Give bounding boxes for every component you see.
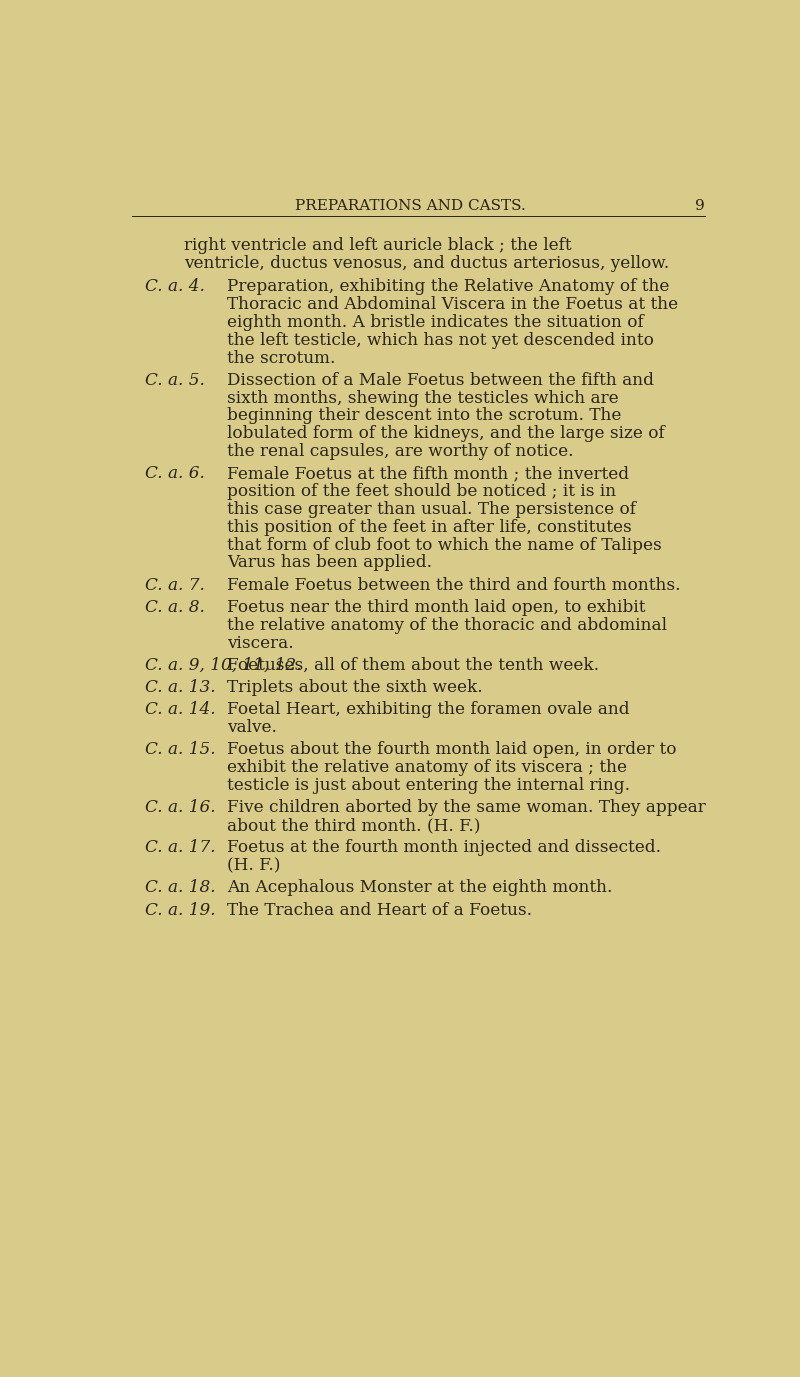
Text: Triplets about the sixth week.: Triplets about the sixth week. [227,679,483,697]
Text: Foetus about the fourth month laid open, in order to: Foetus about the fourth month laid open,… [227,741,677,759]
Text: Foetus near the third month laid open, to exhibit: Foetus near the third month laid open, t… [227,599,646,616]
Text: Foetus at the fourth month injected and dissected.: Foetus at the fourth month injected and … [227,840,662,856]
Text: this position of the feet in after life, constitutes: this position of the feet in after life,… [227,519,632,536]
Text: Foetal Heart, exhibiting the foramen ovale and: Foetal Heart, exhibiting the foramen ova… [227,701,630,719]
Text: this case greater than usual. The persistence of: this case greater than usual. The persis… [227,501,636,518]
Text: valve.: valve. [227,719,277,737]
Text: about the third month. (H. F.): about the third month. (H. F.) [227,817,481,834]
Text: the scrotum.: the scrotum. [227,350,336,366]
Text: C. a. 5.: C. a. 5. [145,372,205,388]
Text: C. a. 4.: C. a. 4. [145,278,205,295]
Text: C. a. 16.: C. a. 16. [145,799,215,817]
Text: Five children aborted by the same woman. They appear: Five children aborted by the same woman.… [227,799,706,817]
Text: An Acephalous Monster at the eighth month.: An Acephalous Monster at the eighth mont… [227,880,613,896]
Text: sixth months, shewing the testicles which are: sixth months, shewing the testicles whic… [227,390,618,406]
Text: C. a. 14.: C. a. 14. [145,701,215,719]
Text: the relative anatomy of the thoracic and abdominal: the relative anatomy of the thoracic and… [227,617,667,633]
Text: C. a. 9, 10, 11, 12.: C. a. 9, 10, 11, 12. [145,657,302,673]
Text: C. a. 18.: C. a. 18. [145,880,215,896]
Text: the left testicle, which has not yet descended into: the left testicle, which has not yet des… [227,332,654,348]
Text: (H. F.): (H. F.) [227,858,281,874]
Text: beginning their descent into the scrotum. The: beginning their descent into the scrotum… [227,408,622,424]
Text: Female Foetus at the fifth month ; the inverted: Female Foetus at the fifth month ; the i… [227,465,630,482]
Text: Dissection of a Male Foetus between the fifth and: Dissection of a Male Foetus between the … [227,372,654,388]
Text: Preparation, exhibiting the Relative Anatomy of the: Preparation, exhibiting the Relative Ana… [227,278,670,295]
Text: C. a. 17.: C. a. 17. [145,840,215,856]
Text: C. a. 7.: C. a. 7. [145,577,205,593]
Text: The Trachea and Heart of a Foetus.: The Trachea and Heart of a Foetus. [227,902,532,918]
Text: eighth month. A bristle indicates the situation of: eighth month. A bristle indicates the si… [227,314,644,330]
Text: PREPARATIONS AND CASTS.: PREPARATIONS AND CASTS. [294,200,526,213]
Text: the renal capsules, are worthy of notice.: the renal capsules, are worthy of notice… [227,443,574,460]
Text: C. a. 19.: C. a. 19. [145,902,215,918]
Text: position of the feet should be noticed ; it is in: position of the feet should be noticed ;… [227,483,616,500]
Text: Varus has been applied.: Varus has been applied. [227,555,432,571]
Text: right ventricle and left auricle black ; the left: right ventricle and left auricle black ;… [184,237,571,255]
Text: Foetuses, all of them about the tenth week.: Foetuses, all of them about the tenth we… [227,657,599,673]
Text: C. a. 13.: C. a. 13. [145,679,215,697]
Text: C. a. 15.: C. a. 15. [145,741,215,759]
Text: that form of club foot to which the name of Talipes: that form of club foot to which the name… [227,537,662,554]
Text: C. a. 6.: C. a. 6. [145,465,205,482]
Text: Female Foetus between the third and fourth months.: Female Foetus between the third and four… [227,577,681,593]
Text: testicle is just about entering the internal ring.: testicle is just about entering the inte… [227,777,630,795]
Text: Thoracic and Abdominal Viscera in the Foetus at the: Thoracic and Abdominal Viscera in the Fo… [227,296,678,313]
Text: viscera.: viscera. [227,635,294,651]
Text: 9: 9 [695,200,705,213]
Text: ventricle, ductus venosus, and ductus arteriosus, yellow.: ventricle, ductus venosus, and ductus ar… [184,255,669,273]
Text: lobulated form of the kidneys, and the large size of: lobulated form of the kidneys, and the l… [227,425,665,442]
Text: C. a. 8.: C. a. 8. [145,599,205,616]
Text: exhibit the relative anatomy of its viscera ; the: exhibit the relative anatomy of its visc… [227,759,627,777]
